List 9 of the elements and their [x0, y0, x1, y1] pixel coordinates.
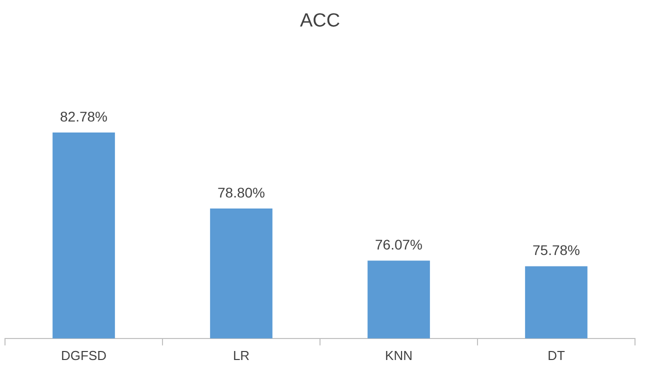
chart-title: ACC: [300, 10, 340, 32]
x-tick-label: DGFSD: [61, 348, 106, 363]
x-tick-label: LR: [232, 348, 250, 363]
x-tick-label: KNN: [385, 348, 412, 363]
data-label: 78.80%: [218, 184, 265, 200]
data-label: 76.07%: [375, 236, 422, 253]
x-tick-label: DT: [548, 348, 565, 363]
data-label: 75.78%: [532, 242, 580, 258]
data-label: 82.78%: [60, 108, 108, 124]
